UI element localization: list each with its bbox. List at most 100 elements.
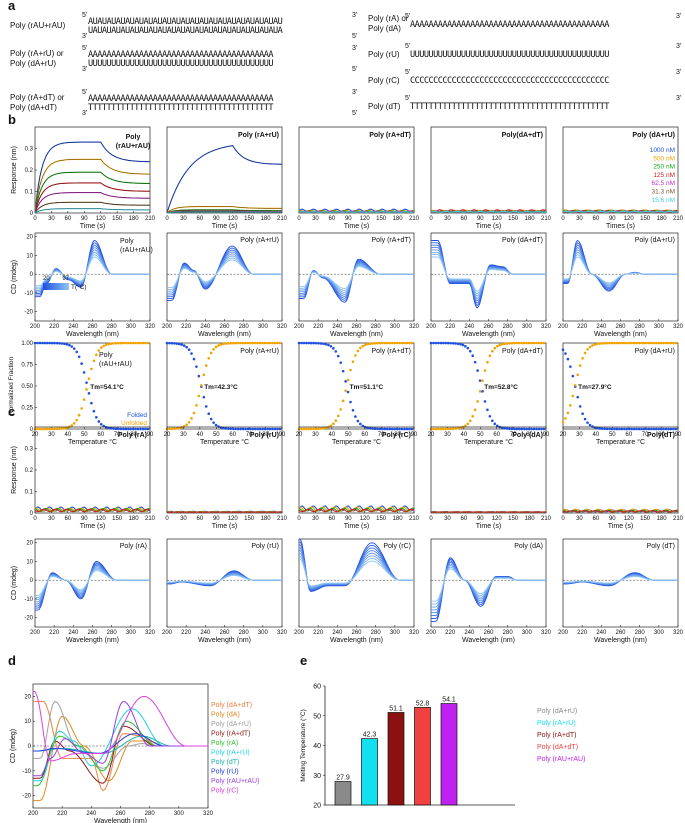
folded-point [600, 427, 604, 430]
unfolded-point [187, 420, 191, 424]
unfolded-point [361, 344, 365, 348]
bar-value-label: 52.8 [416, 700, 430, 707]
unfolded-point [437, 427, 440, 431]
overlay-legend-entry: Poly (rC) [211, 788, 239, 795]
strand-end: 3' [676, 95, 681, 102]
unfolded-point [598, 342, 602, 345]
folded-point [466, 346, 470, 350]
unfolded-point [249, 341, 252, 345]
unfolded-point [408, 341, 411, 345]
spr-trace [166, 144, 282, 214]
unfolded-point [488, 354, 492, 358]
folded-point [434, 341, 438, 345]
spr-plot [298, 126, 415, 214]
x-tick-label: 210 [673, 516, 684, 522]
x-tick-label: 60 [197, 516, 204, 522]
unfolded-point [200, 384, 203, 387]
x-tick-label: 40 [329, 432, 336, 438]
x-tick-label: 180 [525, 216, 536, 222]
unfolded-point [471, 414, 475, 418]
folded-point [80, 362, 83, 365]
unfolded-point [129, 341, 132, 345]
x-tick-label: 120 [228, 516, 239, 522]
unfolded-point [390, 341, 394, 345]
cd-trace [299, 266, 414, 289]
spr-trace [298, 506, 415, 512]
y-tick-label: 10 [26, 253, 33, 259]
folded-point [608, 427, 611, 431]
folded-point [146, 427, 150, 431]
x-tick-label: 280 [371, 630, 382, 636]
unfolded-point [227, 342, 230, 345]
folded-point [376, 427, 379, 431]
unfolded-point [625, 341, 629, 345]
spr-fit-line [34, 208, 150, 214]
folded-point [75, 350, 79, 354]
y-tick-label: 0 [30, 578, 34, 584]
x-tick-label: 60 [229, 432, 236, 438]
spr-plot [166, 126, 283, 214]
unfolded-point [600, 342, 604, 345]
x-tick-label: 180 [657, 516, 668, 522]
panel-title: Poly (dA+rU) [632, 132, 675, 139]
unfolded-point [664, 341, 668, 345]
x-tick-label: 50 [81, 432, 88, 438]
x-tick-label: 50 [213, 432, 220, 438]
x-tick-label: 320 [673, 324, 684, 330]
legend-unfolded: Unfolded [121, 420, 147, 427]
legend-folded: Folded [127, 412, 147, 419]
folded-point [493, 422, 497, 426]
x-tick-label: 220 [313, 630, 324, 636]
legend-entry: 500 nM [653, 155, 675, 162]
unfolded-point [175, 427, 179, 430]
x-tick-label: 180 [657, 216, 668, 222]
x-axis-label: Wavelength (nm) [94, 818, 147, 823]
unfolded-point [454, 427, 457, 430]
unfolded-point [332, 422, 335, 425]
folded-point [271, 427, 274, 431]
folded-point [341, 369, 345, 373]
unfolded-point [505, 342, 509, 345]
cd-trace [167, 253, 282, 294]
x-tick-label: 180 [129, 216, 140, 222]
panel-title: Poly (rA+rU) [240, 237, 279, 244]
folded-point [278, 427, 282, 431]
x-axis-label: Wavelength (nm) [198, 331, 251, 338]
sequence-strand: AUAUAUAUAUAUAUAUAUAUAUAUAUAUAUAUAUAUAUAU… [88, 17, 283, 27]
tm-label: Tm=52.8°C [484, 383, 518, 391]
x-axis-label: Time (s) [476, 523, 501, 530]
sequence-strand: TTTTTTTTTTTTTTTTTTTTTTTTTTTTTTTTTTTTTTTT [88, 103, 273, 113]
x-tick-label: 210 [277, 216, 288, 222]
cd-plot [298, 232, 415, 322]
folded-point [645, 427, 648, 431]
folded-point [520, 427, 524, 431]
folded-point [276, 427, 279, 431]
x-tick-label: 120 [96, 516, 107, 522]
x-tick-label: 210 [145, 516, 156, 522]
folded-point [598, 427, 602, 430]
unfolded-point [481, 379, 484, 382]
x-tick-label: 300 [126, 324, 137, 330]
unfolded-point [630, 341, 633, 345]
folded-point [635, 427, 638, 431]
strand-end: 5' [352, 110, 357, 117]
folded-point [640, 427, 643, 431]
unfolded-point [669, 341, 673, 345]
unfolded-point [432, 427, 435, 431]
bar-legend-entry: Poly (rA+rU) [537, 720, 576, 727]
x-tick-label: 280 [371, 324, 382, 330]
folded-point [302, 341, 306, 345]
folded-point [449, 341, 452, 345]
unfolded-point [109, 342, 113, 345]
x-axis-label: Temperature °C [68, 438, 117, 446]
x-tick-label: 60 [361, 432, 368, 438]
unfolded-point [77, 413, 81, 417]
folded-point [403, 427, 406, 431]
x-tick-label: 260 [219, 630, 230, 636]
unfolded-point [177, 426, 181, 430]
folded-point [192, 357, 196, 361]
folded-point [588, 423, 592, 427]
folded-point [309, 341, 313, 345]
unfolded-point [58, 427, 61, 431]
x-tick-label: 90 [477, 516, 484, 522]
